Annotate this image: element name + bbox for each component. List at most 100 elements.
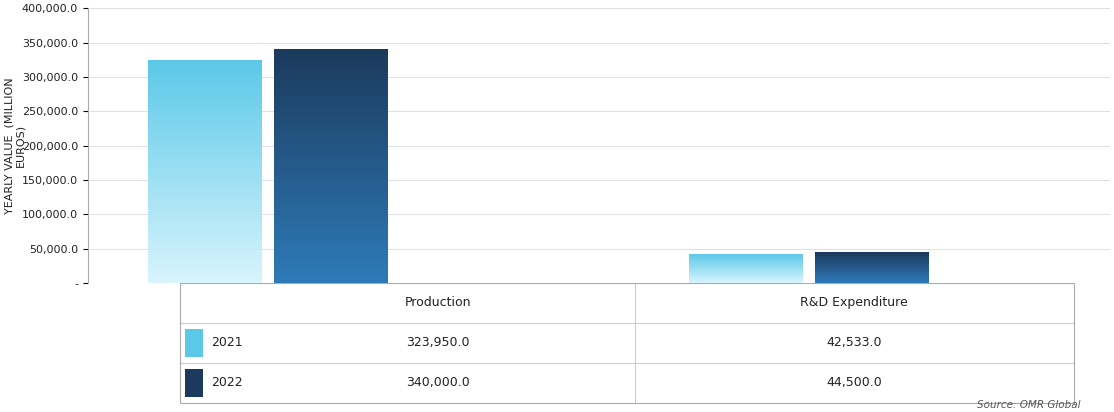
Bar: [274, 143, 389, 144]
Bar: [148, 266, 262, 267]
Bar: [148, 120, 262, 121]
Bar: [148, 220, 262, 221]
Bar: [148, 164, 262, 165]
Bar: [274, 172, 389, 173]
Bar: [148, 183, 262, 184]
Bar: [148, 250, 262, 251]
Bar: [148, 96, 262, 97]
Bar: [274, 160, 389, 161]
Bar: [148, 152, 262, 153]
Bar: [274, 133, 389, 134]
Bar: [148, 263, 262, 264]
Bar: [274, 124, 389, 125]
Bar: [274, 198, 389, 199]
Bar: [274, 98, 389, 99]
Bar: [274, 50, 389, 51]
Bar: [274, 264, 389, 265]
Bar: [148, 189, 262, 190]
Bar: [148, 184, 262, 185]
Bar: [148, 223, 262, 224]
Bar: [148, 265, 262, 266]
Bar: [274, 139, 389, 140]
Text: R&D Expenditure: R&D Expenditure: [801, 296, 908, 309]
Bar: [148, 117, 262, 118]
Bar: [148, 146, 262, 147]
Bar: [148, 242, 262, 243]
Bar: [274, 205, 389, 206]
Bar: [148, 104, 262, 105]
Bar: [148, 237, 262, 238]
Bar: [148, 126, 262, 127]
Bar: [148, 66, 262, 67]
Bar: [148, 236, 262, 237]
Bar: [274, 81, 389, 82]
Bar: [148, 270, 262, 271]
Bar: [148, 149, 262, 150]
Bar: [274, 163, 389, 164]
Bar: [148, 100, 262, 101]
Bar: [274, 150, 389, 151]
Bar: [148, 256, 262, 257]
Bar: [274, 57, 389, 58]
Bar: [148, 118, 262, 119]
Bar: [148, 111, 262, 112]
Bar: [148, 196, 262, 197]
Bar: [274, 265, 389, 266]
Bar: [274, 208, 389, 209]
Bar: [148, 280, 262, 281]
Bar: [148, 167, 262, 168]
Bar: [274, 115, 389, 116]
Bar: [274, 207, 389, 208]
Bar: [148, 73, 262, 74]
Text: 44,500.0: 44,500.0: [827, 376, 882, 389]
Bar: [148, 90, 262, 91]
Bar: [274, 83, 389, 84]
Bar: [148, 192, 262, 193]
Bar: [148, 157, 262, 158]
Bar: [274, 244, 389, 245]
Bar: [274, 134, 389, 135]
Bar: [148, 194, 262, 195]
Bar: [274, 153, 389, 154]
Bar: [148, 262, 262, 263]
Bar: [148, 107, 262, 108]
Bar: [148, 233, 262, 234]
Bar: [148, 248, 262, 249]
Bar: [274, 232, 389, 233]
Bar: [148, 199, 262, 200]
Bar: [148, 267, 262, 268]
Bar: [274, 85, 389, 86]
Bar: [274, 55, 389, 56]
Bar: [274, 145, 389, 146]
Bar: [148, 114, 262, 115]
Bar: [148, 113, 262, 114]
Bar: [148, 147, 262, 148]
Bar: [148, 136, 262, 137]
Bar: [148, 225, 262, 226]
Bar: [148, 247, 262, 248]
Bar: [274, 250, 389, 251]
Bar: [148, 253, 262, 254]
Bar: [274, 176, 389, 177]
Bar: [148, 190, 262, 191]
Bar: [148, 85, 262, 86]
Bar: [148, 171, 262, 172]
Bar: [148, 161, 262, 162]
Bar: [274, 271, 389, 272]
Bar: [274, 235, 389, 236]
Bar: [148, 103, 262, 104]
Bar: [148, 86, 262, 87]
Bar: [274, 240, 389, 241]
Bar: [274, 217, 389, 218]
Bar: [148, 200, 262, 201]
Bar: [148, 195, 262, 196]
Bar: [148, 145, 262, 146]
Bar: [274, 82, 389, 83]
Bar: [274, 282, 389, 283]
Bar: [148, 257, 262, 258]
Bar: [274, 236, 389, 237]
Bar: [148, 155, 262, 156]
Bar: [148, 122, 262, 123]
Bar: [274, 190, 389, 191]
Bar: [148, 75, 262, 76]
